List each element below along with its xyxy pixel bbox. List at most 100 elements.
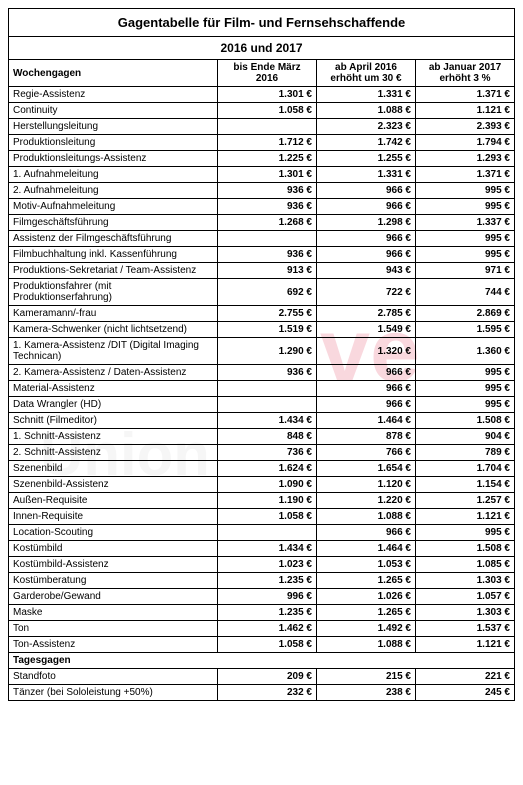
row-label: Ton-Assistenz xyxy=(9,637,218,653)
row-value: 1.712 € xyxy=(218,135,317,151)
row-value: 1.492 € xyxy=(317,621,416,637)
row-value: 1.088 € xyxy=(317,509,416,525)
row-value: 215 € xyxy=(317,669,416,685)
row-value: 2.755 € xyxy=(218,306,317,322)
row-value: 966 € xyxy=(317,199,416,215)
row-value: 1.331 € xyxy=(317,87,416,103)
row-value: 1.301 € xyxy=(218,87,317,103)
row-value: 1.293 € xyxy=(416,151,515,167)
row-label: Szenenbild-Assistenz xyxy=(9,477,218,493)
row-value: 1.190 € xyxy=(218,493,317,509)
table-row: Standfoto209 €215 €221 € xyxy=(9,669,515,685)
table-row: Material-Assistenz966 €995 € xyxy=(9,381,515,397)
row-value: 1.090 € xyxy=(218,477,317,493)
row-value: 1.337 € xyxy=(416,215,515,231)
row-value: 1.257 € xyxy=(416,493,515,509)
row-label: Maske xyxy=(9,605,218,621)
row-value: 1.235 € xyxy=(218,605,317,621)
row-value xyxy=(218,119,317,135)
table-row: 2. Schnitt-Assistenz736 €766 €789 € xyxy=(9,445,515,461)
row-value: 1.519 € xyxy=(218,322,317,338)
table-row: Filmgeschäftsführung1.268 €1.298 €1.337 … xyxy=(9,215,515,231)
row-label: Kostümbild xyxy=(9,541,218,557)
row-label: Filmbuchhaltung inkl. Kassenführung xyxy=(9,247,218,263)
table-row: Produktionsfahrer (mit Produktionserfahr… xyxy=(9,279,515,306)
row-value: 1.225 € xyxy=(218,151,317,167)
row-label: Kostümberatung xyxy=(9,573,218,589)
row-value: 744 € xyxy=(416,279,515,306)
row-label: Continuity xyxy=(9,103,218,119)
row-value: 936 € xyxy=(218,183,317,199)
row-value: 1.053 € xyxy=(317,557,416,573)
row-value: 736 € xyxy=(218,445,317,461)
row-value: 971 € xyxy=(416,263,515,279)
table-row: Garderobe/Gewand996 €1.026 €1.057 € xyxy=(9,589,515,605)
table-row: Motiv-Aufnahmeleitung936 €966 €995 € xyxy=(9,199,515,215)
row-value: 966 € xyxy=(317,231,416,247)
row-value: 1.301 € xyxy=(218,167,317,183)
row-value: 2.785 € xyxy=(317,306,416,322)
row-label: Herstellungsleitung xyxy=(9,119,218,135)
row-value: 2.393 € xyxy=(416,119,515,135)
row-value: 766 € xyxy=(317,445,416,461)
row-value: 936 € xyxy=(218,199,317,215)
row-value: 1.057 € xyxy=(416,589,515,605)
row-label: 1. Schnitt-Assistenz xyxy=(9,429,218,445)
row-value: 1.434 € xyxy=(218,541,317,557)
row-value: 848 € xyxy=(218,429,317,445)
table-row: 1. Aufnahmeleitung1.301 €1.331 €1.371 € xyxy=(9,167,515,183)
row-value: 1.290 € xyxy=(218,338,317,365)
row-value: 238 € xyxy=(317,685,416,701)
table-row: 2. Aufnahmeleitung936 €966 €995 € xyxy=(9,183,515,199)
section-tagesgagen: Tagesgagen xyxy=(9,653,515,669)
row-label: Assistenz der Filmgeschäftsführung xyxy=(9,231,218,247)
row-value: 232 € xyxy=(218,685,317,701)
row-value: 1.549 € xyxy=(317,322,416,338)
row-label: Produktionsleitungs-Assistenz xyxy=(9,151,218,167)
row-value: 1.121 € xyxy=(416,103,515,119)
row-label: Außen-Requisite xyxy=(9,493,218,509)
row-value: 1.268 € xyxy=(218,215,317,231)
row-value: 1.331 € xyxy=(317,167,416,183)
table-row: 1. Kamera-Assistenz /DIT (Digital Imagin… xyxy=(9,338,515,365)
row-value: 995 € xyxy=(416,365,515,381)
row-value: 1.265 € xyxy=(317,605,416,621)
row-value: 1.434 € xyxy=(218,413,317,429)
row-label: Garderobe/Gewand xyxy=(9,589,218,605)
row-label: Standfoto xyxy=(9,669,218,685)
table-row: Außen-Requisite1.190 €1.220 €1.257 € xyxy=(9,493,515,509)
year-header: 2016 und 2017 xyxy=(9,37,515,60)
row-value xyxy=(218,525,317,541)
row-label: Kamera-Schwenker (nicht lichtsetzend) xyxy=(9,322,218,338)
row-label: Schnitt (Filmeditor) xyxy=(9,413,218,429)
table-row: Ton-Assistenz1.058 €1.088 €1.121 € xyxy=(9,637,515,653)
row-value: 1.023 € xyxy=(218,557,317,573)
row-label: Ton xyxy=(9,621,218,637)
col-label: Wochengagen xyxy=(9,60,218,87)
table-row: Maske1.235 €1.265 €1.303 € xyxy=(9,605,515,621)
row-label: Filmgeschäftsführung xyxy=(9,215,218,231)
table-row: Regie-Assistenz1.301 €1.331 €1.371 € xyxy=(9,87,515,103)
row-label: 2. Schnitt-Assistenz xyxy=(9,445,218,461)
row-value: 1.462 € xyxy=(218,621,317,637)
row-value: 936 € xyxy=(218,247,317,263)
row-value: 995 € xyxy=(416,381,515,397)
table-row: Kostümbild1.434 €1.464 €1.508 € xyxy=(9,541,515,557)
row-value: 1.303 € xyxy=(416,573,515,589)
row-value: 1.595 € xyxy=(416,322,515,338)
row-value: 966 € xyxy=(317,525,416,541)
row-value: 1.742 € xyxy=(317,135,416,151)
row-value: 1.508 € xyxy=(416,541,515,557)
row-value: 209 € xyxy=(218,669,317,685)
row-label: 2. Aufnahmeleitung xyxy=(9,183,218,199)
row-label: Location-Scouting xyxy=(9,525,218,541)
table-row: Produktionsleitungs-Assistenz1.225 €1.25… xyxy=(9,151,515,167)
row-value: 936 € xyxy=(218,365,317,381)
table-row: Innen-Requisite1.058 €1.088 €1.121 € xyxy=(9,509,515,525)
row-value: 966 € xyxy=(317,247,416,263)
row-value: 966 € xyxy=(317,365,416,381)
row-value: 1.058 € xyxy=(218,509,317,525)
row-value: 1.088 € xyxy=(317,637,416,653)
table-row: 1. Schnitt-Assistenz848 €878 €904 € xyxy=(9,429,515,445)
row-value: 1.120 € xyxy=(317,477,416,493)
